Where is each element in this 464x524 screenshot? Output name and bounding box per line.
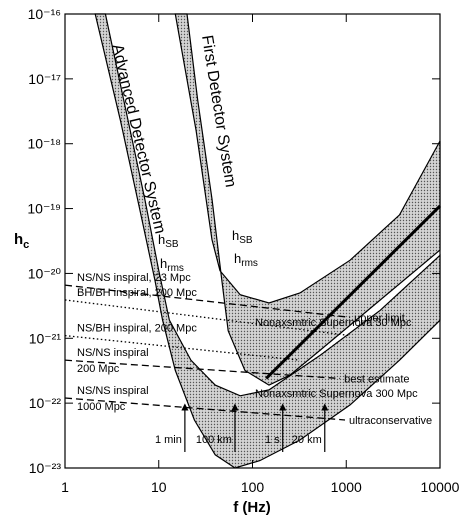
detector-region [94, 13, 441, 469]
curve-label-sub: SB [239, 235, 253, 246]
note: Nonaxsmtric Supernova 30 Mpc [255, 317, 412, 329]
y-tick-label: 10⁻¹⁹ [27, 201, 61, 217]
source-end-label: best estimate [344, 373, 409, 385]
y-tick-label: 10⁻¹⁶ [28, 6, 61, 22]
x-tick-label: 1000 [331, 479, 362, 495]
y-axis-title-sub: c [23, 239, 29, 251]
curve-label-sub: SB [165, 239, 179, 250]
source-line [64, 397, 346, 421]
curve-label-sub: rms [167, 263, 184, 274]
source-label: NS/NS inspiral [77, 347, 149, 359]
y-axis-title: hc [14, 231, 29, 251]
band-label: Advanced Detector System [108, 43, 168, 236]
y-tick-label: 10⁻²⁰ [28, 265, 62, 281]
x-tick-label: 10000 [421, 479, 460, 495]
source-label: NS/NS inspiral, 23 Mpc [77, 272, 191, 284]
curve-label-sub: rms [241, 258, 258, 269]
curve-label: hrms [234, 251, 258, 269]
source-label: 200 Mpc [77, 363, 120, 375]
x-tick-label: 1 [61, 479, 69, 495]
curve-label-base: h [160, 256, 167, 271]
y-tick-label: 10⁻¹⁸ [27, 136, 61, 152]
marker-label: 100 km [196, 434, 232, 446]
curve-label-base: h [158, 232, 165, 247]
source-label: NS/BH inspiral, 200 Mpc [77, 323, 197, 335]
y-tick-label: 10⁻²³ [29, 460, 62, 476]
source-line [64, 334, 300, 361]
x-axis-title: f (Hz) [233, 499, 271, 516]
marker-label: 20 km [292, 434, 322, 446]
y-tick-label: 10⁻¹⁷ [28, 71, 61, 87]
source-end-label: upper limit [354, 312, 405, 324]
marker-label: 1 s [265, 434, 280, 446]
x-tick-label: 100 [241, 479, 265, 495]
x-tick-label: 10 [151, 479, 167, 495]
source-label: NS/NS inspiral [77, 385, 149, 397]
marker-label: 1 min [155, 434, 182, 446]
curve-label-base: h [234, 251, 241, 266]
y-tick-label: 10⁻²¹ [29, 330, 62, 346]
source-label: BH/BH inspiral, 200 Mpc [77, 287, 197, 299]
supernova-line [265, 204, 442, 380]
y-tick-label: 10⁻²² [29, 395, 62, 411]
curve-label: hSB [232, 228, 253, 246]
curve-label: hSB [158, 232, 179, 250]
note: Nonaxsmtric Supernova 300 Mpc [255, 388, 418, 400]
source-label: 1000 Mpc [77, 401, 126, 413]
y-axis-title-base: h [14, 231, 23, 248]
source-line [64, 359, 341, 380]
source-line [64, 284, 351, 319]
curve-label-base: h [232, 228, 239, 243]
curve-label: hrms [160, 256, 184, 274]
detector-region [174, 13, 441, 386]
source-end-label: ultraconservative [349, 415, 432, 427]
